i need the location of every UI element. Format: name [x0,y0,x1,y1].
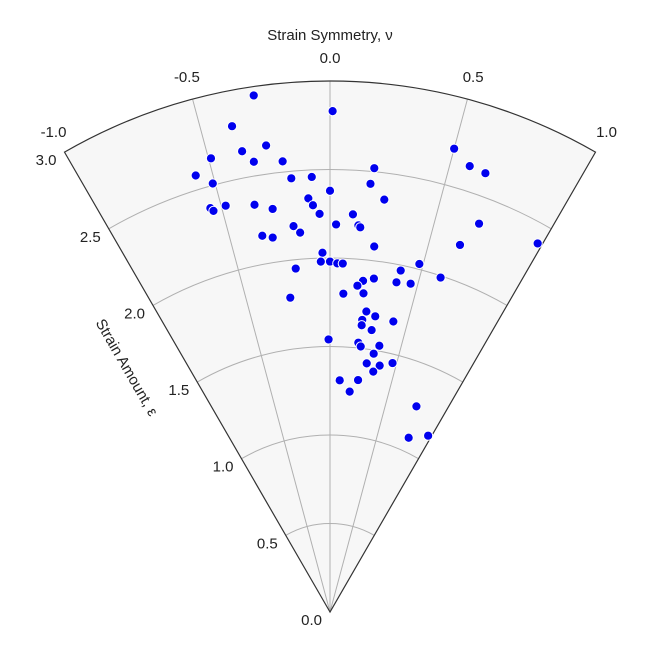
data-point [207,178,218,189]
data-point [306,171,317,183]
data-point [248,156,259,167]
data-point [374,360,385,371]
data-point [355,222,366,233]
data-point [323,334,334,345]
plot-border [63,80,597,614]
data-point [338,288,349,299]
data-point [358,288,369,299]
y-tick-label: 0.0 [301,612,322,629]
data-point [366,324,377,336]
data-point [337,258,348,269]
data-point [334,375,345,386]
angular-grid-line [329,98,468,613]
data-point [267,203,278,215]
data-point [295,227,306,238]
data-point [249,199,260,210]
data-point [226,121,238,132]
data-point [190,170,201,181]
data-point [361,306,372,317]
data-point [355,341,366,352]
y-tick-label: 1.0 [213,459,234,476]
data-point [423,430,434,441]
data-point [414,258,425,270]
data-point [370,311,381,322]
data-point [454,239,466,251]
data-point [361,358,372,369]
data-point [248,90,259,101]
data-point [257,230,268,241]
x-tick-label: -0.5 [174,69,200,86]
data-point [285,292,296,303]
data-point [344,386,355,397]
data-point [368,348,379,359]
data-point [277,156,288,167]
data-point [237,146,248,157]
data-point [288,220,299,232]
data-point [405,278,416,289]
data-point [220,200,231,211]
data-point [369,163,380,174]
data-point [391,277,402,288]
data-point [356,320,367,331]
data-point [286,173,297,184]
y-tick-label: 1.5 [168,382,189,399]
data-point [480,168,491,179]
y-tick-label: 2.5 [80,229,101,246]
x-axis-title: Strain Symmetry, ν [267,27,393,44]
data-point [379,194,390,205]
y-tick-label: 2.0 [124,305,145,322]
data-point [352,374,364,386]
data-point [208,205,219,216]
data-point [473,218,485,229]
data-point [532,238,543,249]
data-point [435,272,446,283]
data-point [449,143,460,154]
data-point [327,105,338,117]
data-point [464,161,475,172]
x-tick-label: -1.0 [41,124,67,141]
data-point [307,200,319,211]
data-point [368,366,379,377]
data-point [315,256,326,267]
data-point [374,340,385,351]
data-point [261,140,272,151]
data-point [290,263,301,274]
data-point [314,208,325,219]
y-axis-title: Strain Amount, ε [92,316,161,419]
x-tick-label: 0.0 [320,50,341,67]
data-point [330,219,342,230]
data-point [205,153,217,164]
data-point [317,247,328,258]
y-tick-label: 0.5 [257,535,278,552]
data-point [303,193,314,204]
data-point [369,241,380,252]
data-point [411,401,422,412]
data-point [347,209,359,220]
data-point [352,280,363,291]
data-point [388,316,399,327]
x-tick-label: 0.5 [463,69,484,86]
x-tick-label: 1.0 [596,124,617,141]
data-point [403,432,414,443]
data-point [267,232,278,243]
data-point [324,185,336,196]
data-point [395,265,406,276]
data-point [387,357,398,369]
data-point [365,178,376,189]
y-tick-label: 3.0 [36,152,57,169]
data-point [368,273,379,284]
